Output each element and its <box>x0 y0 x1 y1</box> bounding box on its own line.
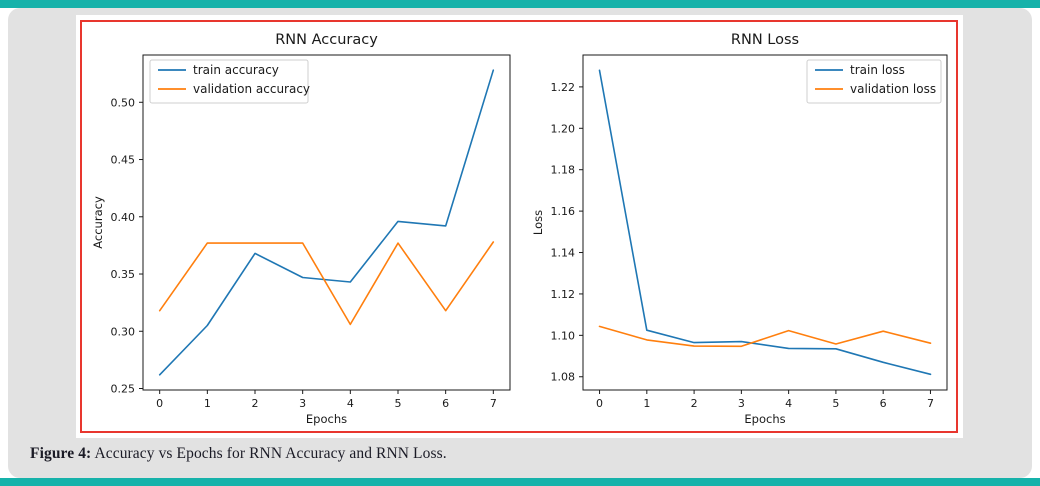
y-tick-label: 1.18 <box>551 164 576 177</box>
figure-caption: Figure 4: Accuracy vs Epochs for RNN Acc… <box>30 445 930 463</box>
figure-panel: 0 1 2 3 4 5 6 7 0.25 0.30 0.35 0.40 0.45 0.50 RNN Accu… <box>76 15 963 438</box>
y-tick-label: 1.20 <box>551 122 576 135</box>
figure-frame: 0 1 2 3 4 5 6 7 0.25 0.30 0.35 0.40 0.45 0.50 RNN Accu… <box>80 20 958 433</box>
rnn-loss-chart: 0 1 2 3 4 5 6 7 1.08 1.10 1.12 1.14 1.16 1.18 1.20 1.22… <box>531 32 948 426</box>
x-axis: 0 1 2 3 4 5 6 7 <box>156 390 497 410</box>
x-tick-label: 4 <box>347 397 354 410</box>
legend-label: train loss <box>850 63 905 77</box>
legend-label: train accuracy <box>193 63 279 77</box>
bottom-accent-bar <box>0 478 1040 486</box>
x-tick-label: 2 <box>691 397 698 410</box>
legend-label: validation accuracy <box>193 82 310 96</box>
plot-area <box>142 54 511 391</box>
x-tick-label: 5 <box>832 397 839 410</box>
x-tick-label: 3 <box>299 397 306 410</box>
x-tick-label: 3 <box>738 397 745 410</box>
top-accent-bar <box>0 0 1040 8</box>
y-tick-label: 0.50 <box>111 96 136 109</box>
y-axis-label: Loss <box>531 210 545 235</box>
x-tick-label: 4 <box>785 397 792 410</box>
series-validation-loss <box>598 325 932 348</box>
legend: train accuracy validation accuracy <box>149 59 310 104</box>
legend-label: validation loss <box>850 82 936 96</box>
x-tick-label: 6 <box>880 397 887 410</box>
x-tick-label: 7 <box>490 397 497 410</box>
y-tick-label: 0.40 <box>111 211 136 224</box>
y-tick-label: 0.35 <box>111 268 136 281</box>
x-axis-label: Epochs <box>744 412 785 426</box>
y-tick-label: 1.14 <box>551 247 576 260</box>
y-axis: 1.08 1.10 1.12 1.14 1.16 1.18 1.20 1.22 <box>551 81 583 384</box>
x-axis: 0 1 2 3 4 5 6 7 <box>596 390 934 410</box>
series-train-accuracy <box>158 69 495 376</box>
y-axis-label: Accuracy <box>91 196 105 249</box>
chart-title: RNN Loss <box>731 32 799 48</box>
y-tick-label: 1.12 <box>551 288 576 301</box>
y-axis: 0.25 0.30 0.35 0.40 0.45 0.50 <box>111 96 143 396</box>
figure-card: 0 1 2 3 4 5 6 7 0.25 0.30 0.35 0.40 0.45 0.50 RNN Accu… <box>8 8 1032 478</box>
y-tick-label: 0.30 <box>111 325 136 338</box>
y-tick-label: 1.08 <box>551 371 576 384</box>
y-tick-label: 1.10 <box>551 329 576 342</box>
x-axis-label: Epochs <box>306 412 347 426</box>
x-tick-label: 7 <box>927 397 934 410</box>
rnn-accuracy-chart: 0 1 2 3 4 5 6 7 0.25 0.30 0.35 0.40 0.45 0.50 RNN Accu… <box>91 32 511 426</box>
figure-caption-label: Figure 4: <box>30 445 92 462</box>
y-tick-label: 1.22 <box>551 81 576 94</box>
figure-caption-text: Accuracy vs Epochs for RNN Accuracy and … <box>94 445 447 462</box>
x-tick-label: 1 <box>643 397 650 410</box>
x-tick-label: 5 <box>394 397 401 410</box>
y-tick-label: 0.25 <box>111 383 136 396</box>
chart-title: RNN Accuracy <box>275 32 378 48</box>
plot-area <box>582 54 948 391</box>
x-tick-label: 0 <box>596 397 603 410</box>
x-tick-label: 2 <box>252 397 259 410</box>
x-tick-label: 6 <box>442 397 449 410</box>
legend: train loss validation loss <box>806 59 942 104</box>
x-tick-label: 0 <box>156 397 163 410</box>
y-tick-label: 1.16 <box>551 205 576 218</box>
series-train-loss <box>598 69 932 376</box>
x-tick-label: 1 <box>204 397 211 410</box>
series-validation-accuracy <box>158 241 495 326</box>
y-tick-label: 0.45 <box>111 154 136 167</box>
